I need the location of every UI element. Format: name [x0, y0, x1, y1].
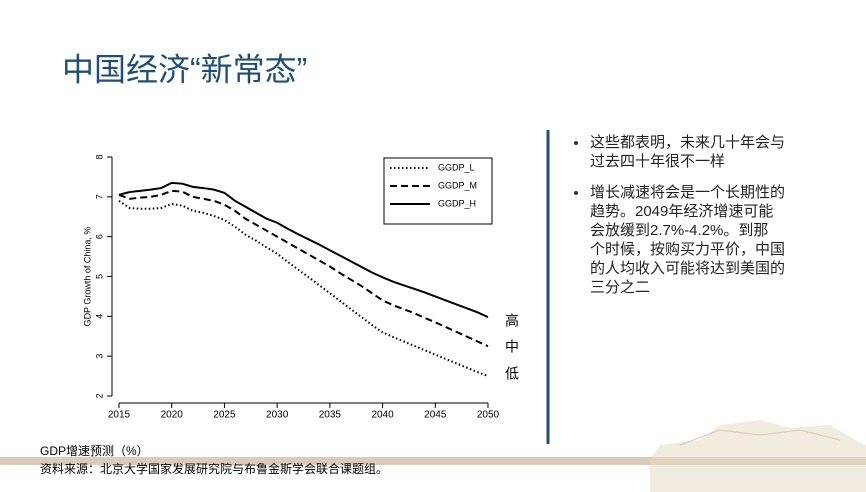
bullet-text: 会放缓到2.7%-4.2%。到那 [590, 222, 768, 239]
annotation: 低 [505, 366, 519, 382]
series-line [118, 189, 489, 348]
x-tick-label: 2040 [371, 410, 394, 421]
x-tick-label: 2035 [319, 410, 342, 421]
y-tick-label: 4 [94, 314, 104, 319]
y-tick-label: 3 [94, 354, 104, 359]
bullet-text: 趋势。2049年经济增速可能 [590, 203, 773, 220]
x-tick-label: 2025 [213, 410, 236, 421]
series-line [118, 181, 489, 319]
x-tick-label: 2015 [108, 410, 131, 421]
y-tick-label: 7 [94, 194, 104, 199]
annotation: 中 [505, 339, 519, 355]
source: 资料来源：北京大学国家发展研究院与布鲁金斯学会联合课题组。 [40, 461, 388, 476]
bullet-text: 个时候，按购买力平价，中国 [590, 241, 785, 258]
x-tick-label: 2045 [424, 410, 447, 421]
y-tick-label: 2 [94, 393, 104, 398]
bullet-text: 增长减速将会是一个长期性的 [590, 184, 785, 201]
y-tick-label: 5 [94, 274, 104, 279]
caption: GDP增速预测（%） [40, 444, 149, 458]
bullet-text: 过去四十年很不一样 [590, 153, 725, 170]
bullet-dot [574, 141, 578, 145]
y-tick-label: 8 [94, 154, 104, 159]
decoration [650, 420, 866, 492]
series-line [118, 199, 489, 378]
footer-band [0, 457, 866, 465]
legend-label: GGDP_M [438, 180, 477, 190]
legend-label: GGDP_L [438, 162, 475, 172]
bullet-text: 三分之二 [590, 279, 650, 296]
x-tick-label: 2020 [161, 410, 184, 421]
y-tick-label: 6 [94, 234, 104, 239]
annotation: 高 [505, 313, 519, 329]
legend-label: GGDP_H [438, 198, 476, 208]
slide-title: 中国经济“新常态” [62, 51, 307, 87]
x-tick-label: 2030 [266, 410, 289, 421]
bullet-text: 的人均收入可能将达到美国的 [590, 260, 785, 277]
x-tick-label: 2050 [477, 410, 500, 421]
bullet-text: 这些都表明，未来几十年会与 [590, 134, 785, 151]
bullet-dot [574, 191, 578, 195]
y-axis-label: GDP Growth of China, % [82, 227, 92, 327]
